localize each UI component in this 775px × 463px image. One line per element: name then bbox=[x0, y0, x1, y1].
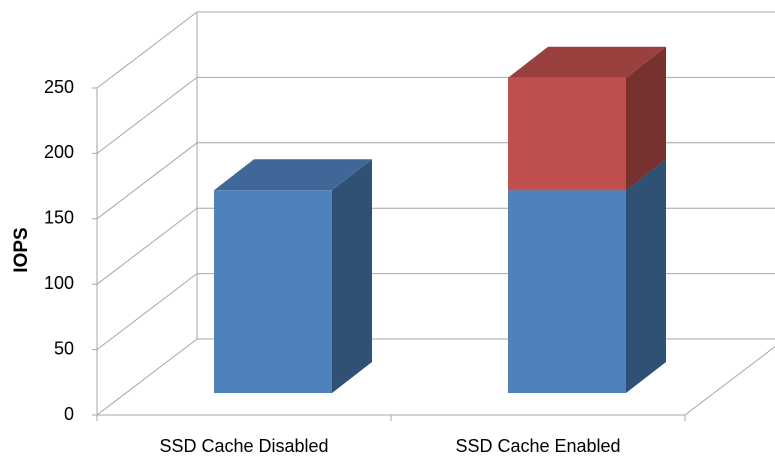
y-tick-label: 100 bbox=[44, 273, 74, 293]
grid-line bbox=[96, 11, 775, 89]
y-tick-label: 200 bbox=[44, 142, 74, 162]
y-tick-label: 150 bbox=[44, 208, 74, 228]
y-tick-label: 0 bbox=[64, 404, 74, 424]
bar-front bbox=[214, 190, 332, 393]
x-tick-label: SSD Cache Enabled bbox=[455, 436, 620, 456]
grid-line bbox=[96, 142, 775, 220]
grid-line bbox=[96, 273, 775, 350]
bar-side bbox=[332, 159, 372, 393]
bar-front bbox=[508, 77, 626, 191]
bar-top bbox=[508, 46, 666, 78]
floor bbox=[97, 345, 775, 416]
bar-top bbox=[214, 159, 372, 191]
bar-front bbox=[508, 190, 626, 393]
bar-side bbox=[626, 46, 666, 191]
grid-line bbox=[96, 76, 775, 154]
y-tick-label: 50 bbox=[54, 338, 74, 358]
y-axis-label: IOPS bbox=[11, 227, 32, 272]
bar-side bbox=[626, 159, 666, 393]
grid-line bbox=[96, 207, 775, 285]
x-tick-label: SSD Cache Disabled bbox=[159, 436, 328, 456]
y-tick-label: 250 bbox=[44, 77, 74, 97]
grid-line bbox=[96, 338, 775, 416]
